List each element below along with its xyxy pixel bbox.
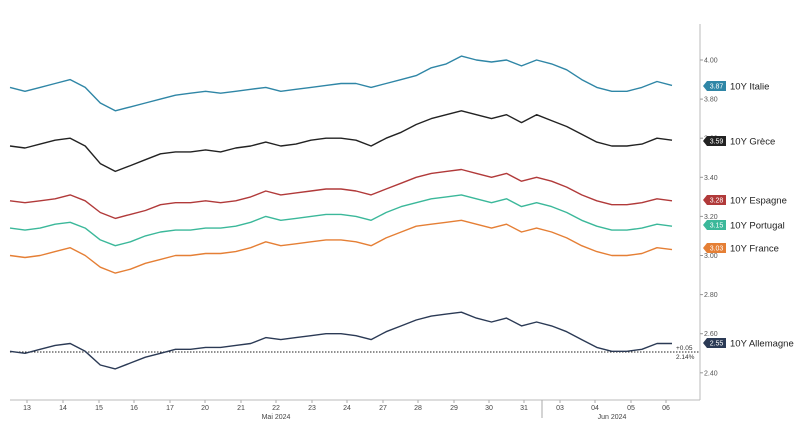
x-tick-label: 24 xyxy=(343,405,351,412)
x-tick-label: 17 xyxy=(166,405,174,412)
y-tick-label: 2.80 xyxy=(704,292,718,299)
badge-shape xyxy=(703,81,726,91)
series-line-4 xyxy=(9,194,673,247)
badge-shape xyxy=(703,136,726,146)
x-tick-label: 16 xyxy=(130,405,138,412)
badge-shape xyxy=(703,338,726,348)
x-tick-label: 30 xyxy=(485,405,493,412)
label-layer: 3.87 10Y Italie 3.59 10Y Grèce 3.28 10Y Espag… xyxy=(703,81,794,350)
x-tick-label: 20 xyxy=(201,405,209,412)
series-label: 10Y Espagne xyxy=(730,196,787,207)
series-line-6 xyxy=(9,311,672,370)
x-tick-label: 31 xyxy=(520,405,528,412)
x-tick-label: 28 xyxy=(414,405,422,412)
y-tick-label: 2.40 xyxy=(704,370,718,377)
series-label: 10Y Italie xyxy=(730,82,769,93)
series-badge: 3.03 xyxy=(703,243,726,253)
badge-shape xyxy=(703,220,726,230)
axis-layer: 2.402.602.803.003.203.403.603.804.001314… xyxy=(10,24,718,421)
series-badge: 3.15 xyxy=(703,220,726,230)
series-label: 10Y France xyxy=(730,244,779,255)
badge-value: 3.28 xyxy=(710,198,724,205)
spread-change-annotation: +0.05 xyxy=(676,345,693,352)
y-tick-label: 2.60 xyxy=(704,331,718,338)
month-label: Jun 2024 xyxy=(598,414,627,421)
x-tick-label: 21 xyxy=(237,405,245,412)
series-badge: 2.55 xyxy=(703,338,726,348)
x-tick-label: 15 xyxy=(95,405,103,412)
series-label: 10Y Grèce xyxy=(730,137,775,148)
x-tick-label: 22 xyxy=(272,405,280,412)
y-tick-label: 3.20 xyxy=(704,214,718,221)
series-line-3 xyxy=(9,168,673,220)
x-tick-label: 27 xyxy=(379,405,387,412)
badge-value: 2.55 xyxy=(710,341,724,348)
y-tick-label: 4.00 xyxy=(704,58,718,65)
badge-value: 3.59 xyxy=(710,139,724,146)
x-tick-label: 13 xyxy=(23,405,31,412)
reference-layer: +0.05 2.14% xyxy=(10,345,700,361)
series-line-1 xyxy=(9,55,673,112)
x-tick-label: 14 xyxy=(59,405,67,412)
badge-value: 3.87 xyxy=(710,84,724,91)
y-tick-label: 3.80 xyxy=(704,97,718,104)
series-label: 10Y Allemagne xyxy=(730,339,794,350)
series-badge: 3.59 xyxy=(703,136,726,146)
series-line-5 xyxy=(9,219,673,274)
x-tick-label: 04 xyxy=(591,405,599,412)
badge-value: 3.03 xyxy=(710,246,724,253)
x-tick-label: 23 xyxy=(308,405,316,412)
series-badge: 3.87 xyxy=(703,81,726,91)
x-tick-label: 03 xyxy=(556,405,564,412)
badge-value: 3.15 xyxy=(710,223,724,230)
x-tick-label: 29 xyxy=(450,405,458,412)
y-tick-label: 3.40 xyxy=(704,175,718,182)
x-tick-label: 06 xyxy=(662,405,670,412)
month-label: Mai 2024 xyxy=(262,414,291,421)
badge-shape xyxy=(703,195,726,205)
badge-shape xyxy=(703,243,726,253)
series-line-2 xyxy=(9,110,673,173)
series-badge: 3.28 xyxy=(703,195,726,205)
x-tick-label: 05 xyxy=(627,405,635,412)
y-tick-label: 3.00 xyxy=(704,253,718,260)
series-layer xyxy=(9,55,673,370)
series-label: 10Y Portugal xyxy=(730,221,785,232)
spread-level-annotation: 2.14% xyxy=(676,354,695,361)
